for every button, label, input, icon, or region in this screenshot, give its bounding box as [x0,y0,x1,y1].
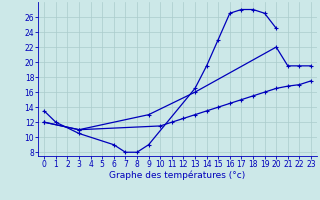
X-axis label: Graphe des températures (°c): Graphe des températures (°c) [109,171,246,180]
